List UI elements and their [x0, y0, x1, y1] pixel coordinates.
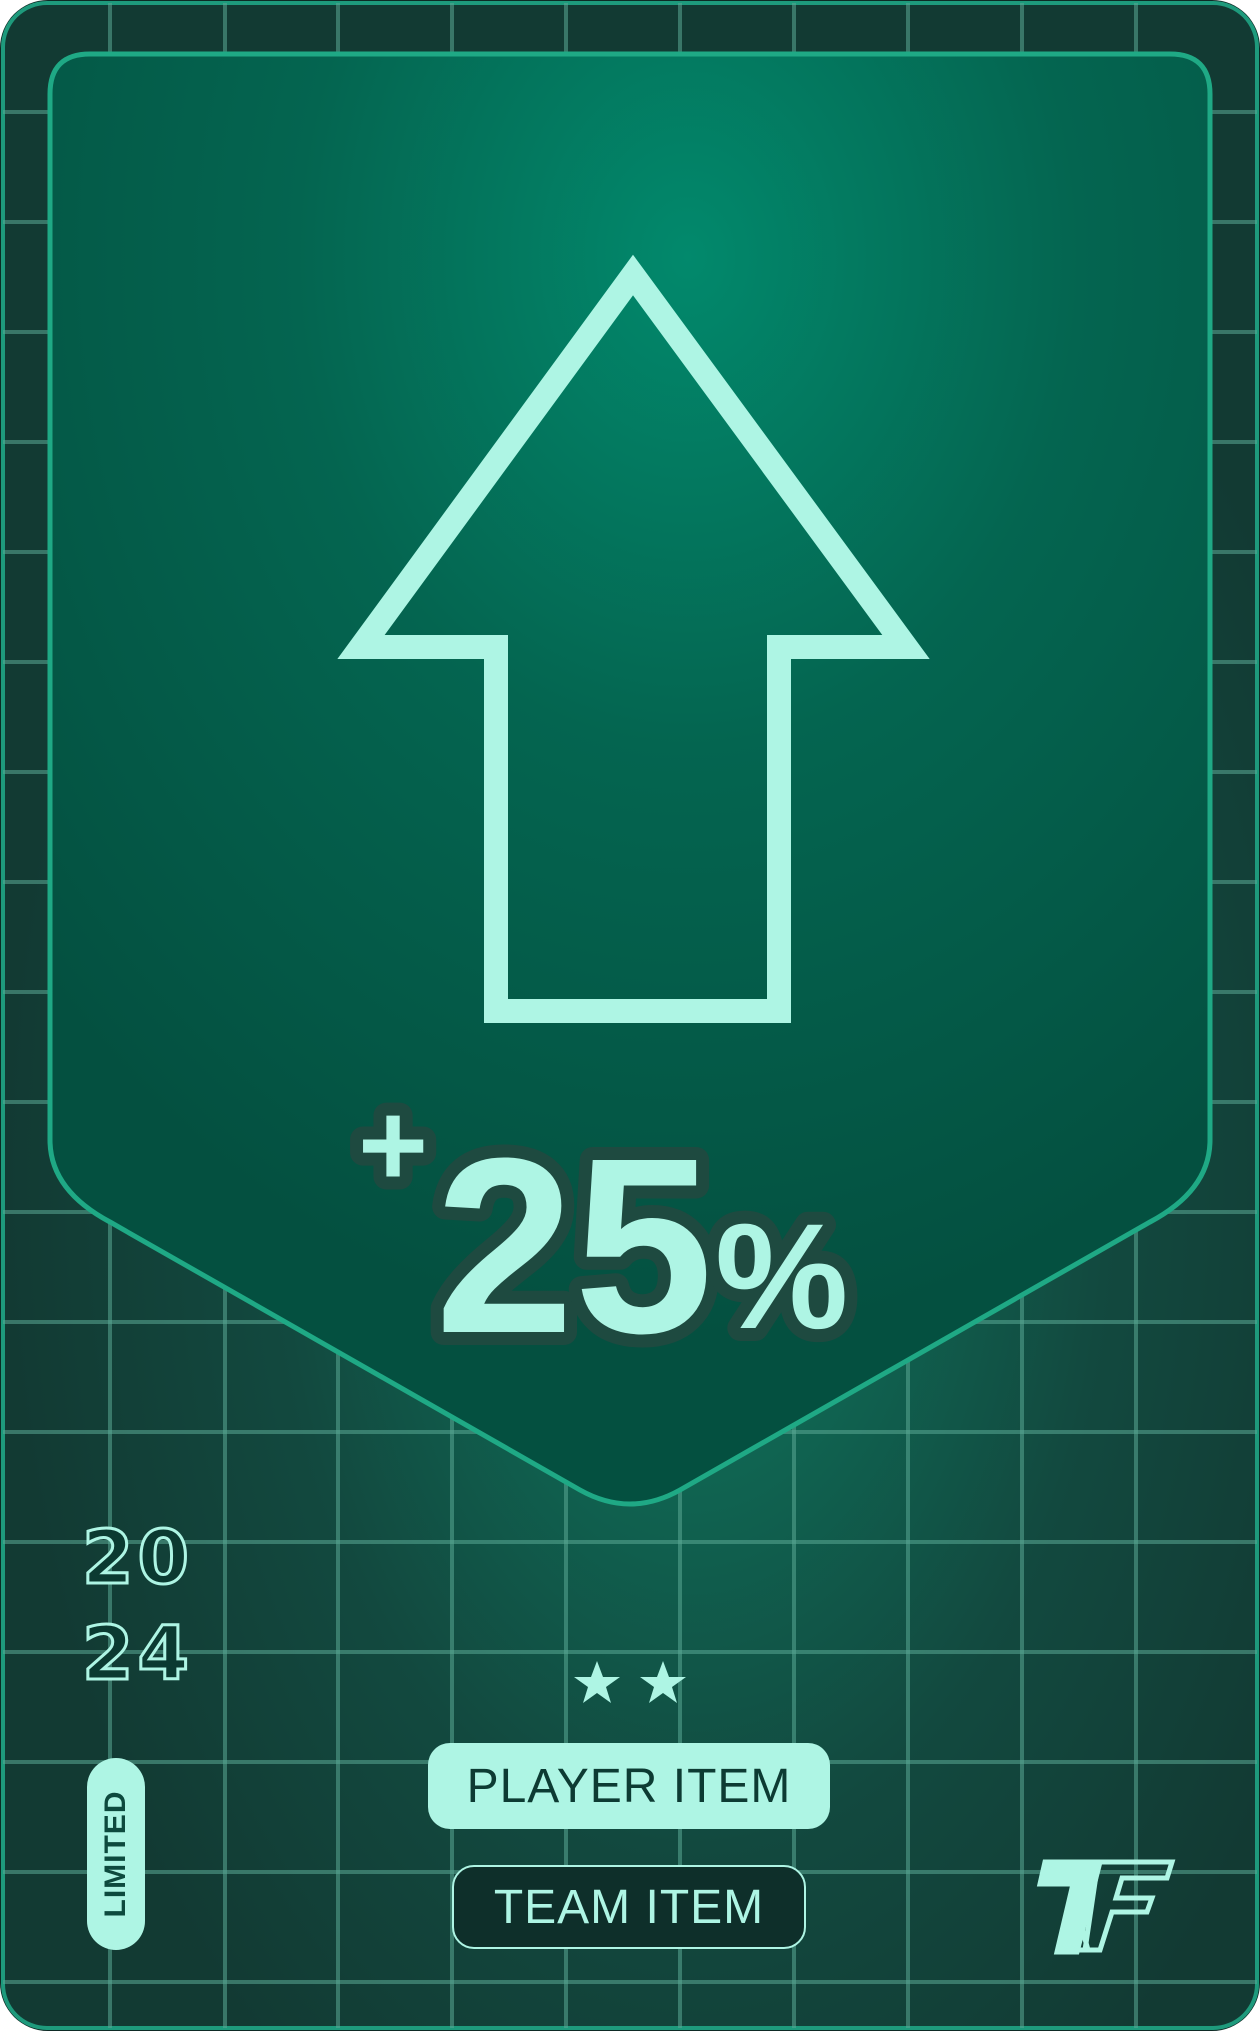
player-item-label: PLAYER ITEM: [466, 1759, 792, 1813]
team-item-label: TEAM ITEM: [493, 1880, 765, 1934]
rarity-stars: [574, 1661, 686, 1703]
star-icon: [574, 1661, 620, 1703]
team-item-tag[interactable]: TEAM ITEM: [452, 1865, 806, 1949]
rarity-badge: LIMITED: [87, 1758, 145, 1950]
boost-sign: +: [358, 1078, 428, 1212]
7f-logo: [1036, 1859, 1176, 1955]
player-item-tag[interactable]: PLAYER ITEM: [428, 1743, 830, 1829]
arrow-up-icon: [337, 254, 930, 1023]
star-icon: [640, 1661, 686, 1703]
year-top: 20: [81, 1514, 193, 1603]
shield-panel: [47, 51, 1213, 1507]
rarity-label: LIMITED: [99, 1790, 132, 1918]
year-bottom: 24: [81, 1610, 193, 1699]
boost-number: 25: [435, 1106, 713, 1360]
boost-value: + 25 %: [340, 1060, 900, 1398]
boost-unit: %: [715, 1192, 848, 1360]
season-year: 20 24: [81, 1510, 193, 1702]
